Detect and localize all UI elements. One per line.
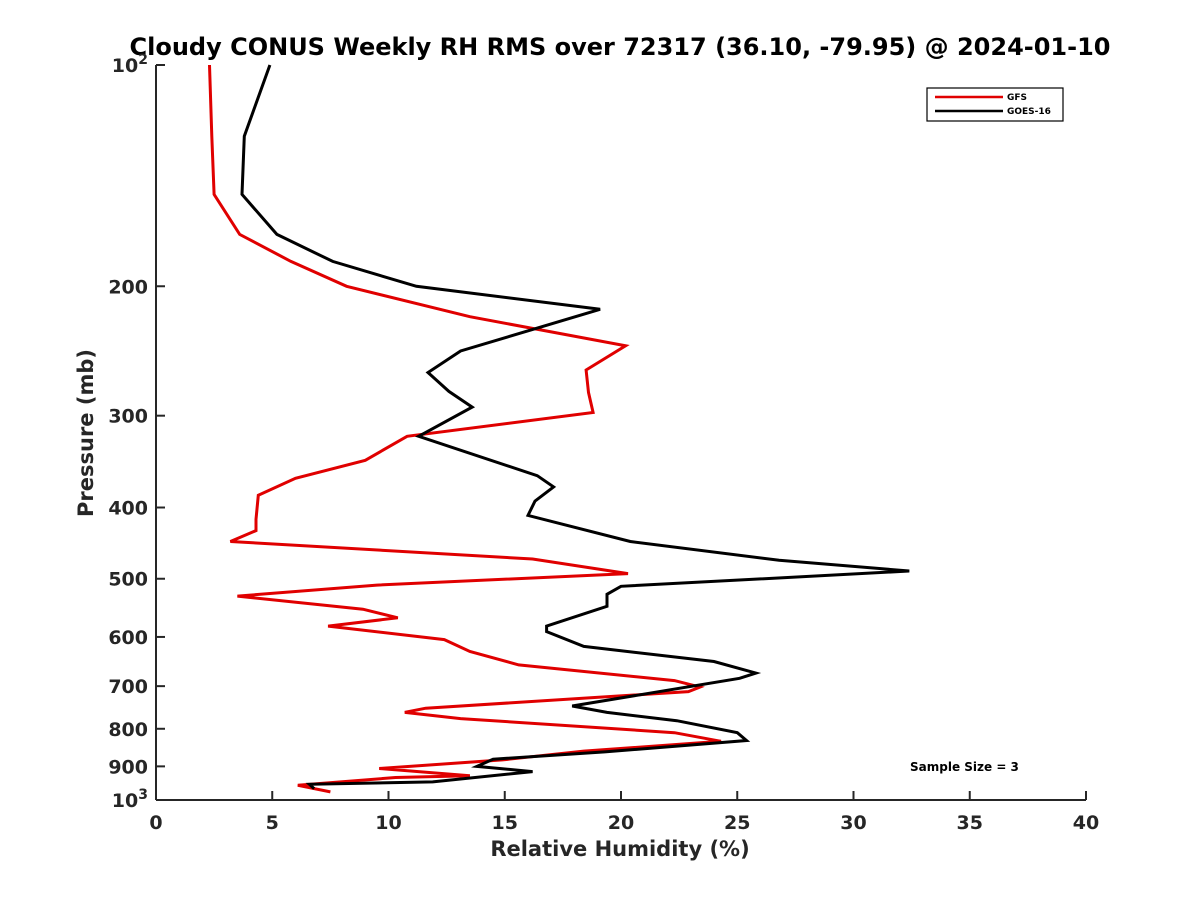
x-tick-label: 35	[957, 812, 983, 834]
legend: GFS GOES-16	[926, 87, 1064, 122]
y-tick-label: 500	[108, 569, 148, 591]
legend-label-gfs: GFS	[1007, 93, 1027, 103]
y-tick-label: 103	[112, 787, 148, 812]
y-tick-label: 300	[108, 406, 148, 428]
x-tick-label: 25	[724, 812, 750, 834]
y-tick-label: 102	[112, 52, 148, 77]
y-axis: 102 200 300 400 500 600 700 800 900 103	[108, 52, 165, 812]
plot-area	[208, 64, 910, 794]
y-tick-label: 700	[108, 676, 148, 698]
x-tick-label: 20	[608, 812, 634, 834]
chart-title: Cloudy CONUS Weekly RH RMS over 72317 (3…	[130, 33, 1111, 61]
y-tick-label: 200	[108, 276, 148, 298]
x-axis-label: Relative Humidity (%)	[490, 837, 749, 861]
y-tick-label: 600	[108, 627, 148, 649]
y-axis-label: Pressure (mb)	[74, 349, 98, 517]
x-axis: 0 5 10 15 20 25 30 35 40	[149, 791, 1099, 834]
legend-label-goes16: GOES-16	[1007, 107, 1051, 117]
y-tick-label: 400	[108, 498, 148, 520]
x-tick-label: 0	[149, 812, 162, 834]
series-line-gfs	[208, 64, 722, 794]
series-line-goes16	[240, 64, 910, 790]
x-tick-label: 15	[492, 812, 518, 834]
x-tick-label: 40	[1073, 812, 1099, 834]
sample-size-annotation: Sample Size = 3	[910, 760, 1019, 774]
legend-box	[926, 87, 1064, 122]
y-tick-label: 900	[108, 756, 148, 778]
x-tick-label: 5	[266, 812, 279, 834]
y-tick-label: 800	[108, 719, 148, 741]
x-tick-label: 10	[375, 812, 401, 834]
x-tick-label: 30	[840, 812, 866, 834]
